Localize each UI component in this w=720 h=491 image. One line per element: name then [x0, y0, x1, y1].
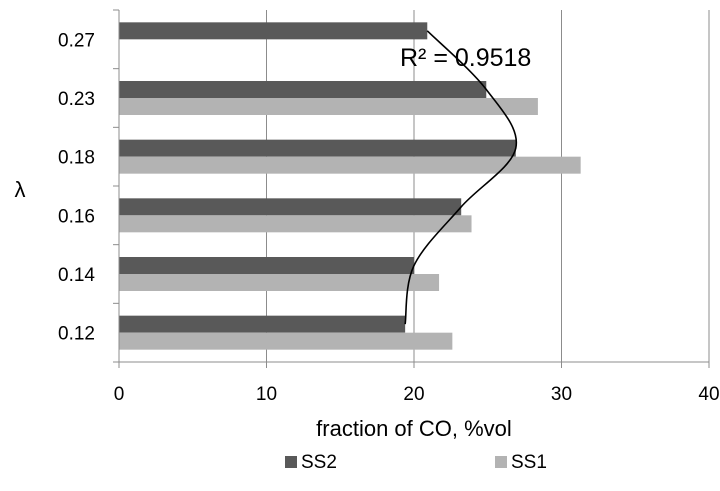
y-tick-label: 0.16: [58, 206, 95, 227]
bar-ss2-0.12: [119, 315, 406, 333]
x-tick-label: 20: [403, 384, 424, 405]
x-tick-label: 0: [114, 384, 125, 405]
x-tick-label: 10: [256, 384, 277, 405]
legend-swatch-ss2: [285, 456, 297, 468]
trendline: [404, 30, 518, 325]
axes: [113, 9, 710, 368]
bar-ss2-0.16: [119, 198, 462, 216]
bar-ss2-0.18: [119, 139, 516, 157]
y-tick-label: 0.23: [58, 89, 95, 110]
x-tick-labels: 0 10 20 30 40: [114, 384, 720, 405]
y-tick-label: 0.27: [58, 30, 95, 51]
bar-ss1-0.14: [119, 274, 440, 291]
x-tick-label: 40: [698, 384, 719, 405]
bar-ss2-0.14: [119, 257, 414, 274]
x-tick-label: 30: [551, 384, 572, 405]
bar-ss2-0.23: [119, 81, 487, 98]
gridlines: [266, 10, 710, 362]
legend: SS2 SS1: [285, 452, 547, 473]
bar-ss1-0.12: [119, 332, 453, 350]
legend-swatch-ss1: [495, 456, 507, 468]
r-squared-annotation: R² = 0.9518: [400, 44, 531, 72]
y-tick-label: 0.14: [58, 265, 95, 286]
y-tick-label: 0.12: [58, 324, 95, 345]
x-axis-title: fraction of CO, %vol: [316, 416, 512, 441]
legend-label-ss1: SS1: [511, 452, 547, 473]
bars: [119, 22, 581, 350]
bar-ss1-0.23: [119, 98, 538, 115]
bar-ss1-0.16: [119, 215, 472, 233]
y-tick-labels: 0.12 0.14 0.16 0.18 0.23 0.27: [58, 30, 95, 344]
y-tick-label: 0.18: [58, 148, 95, 169]
legend-label-ss2: SS2: [301, 452, 337, 473]
bar-ss2-0.27: [119, 22, 428, 40]
y-axis-title: λ: [15, 177, 26, 202]
bar-ss1-0.18: [119, 156, 581, 174]
